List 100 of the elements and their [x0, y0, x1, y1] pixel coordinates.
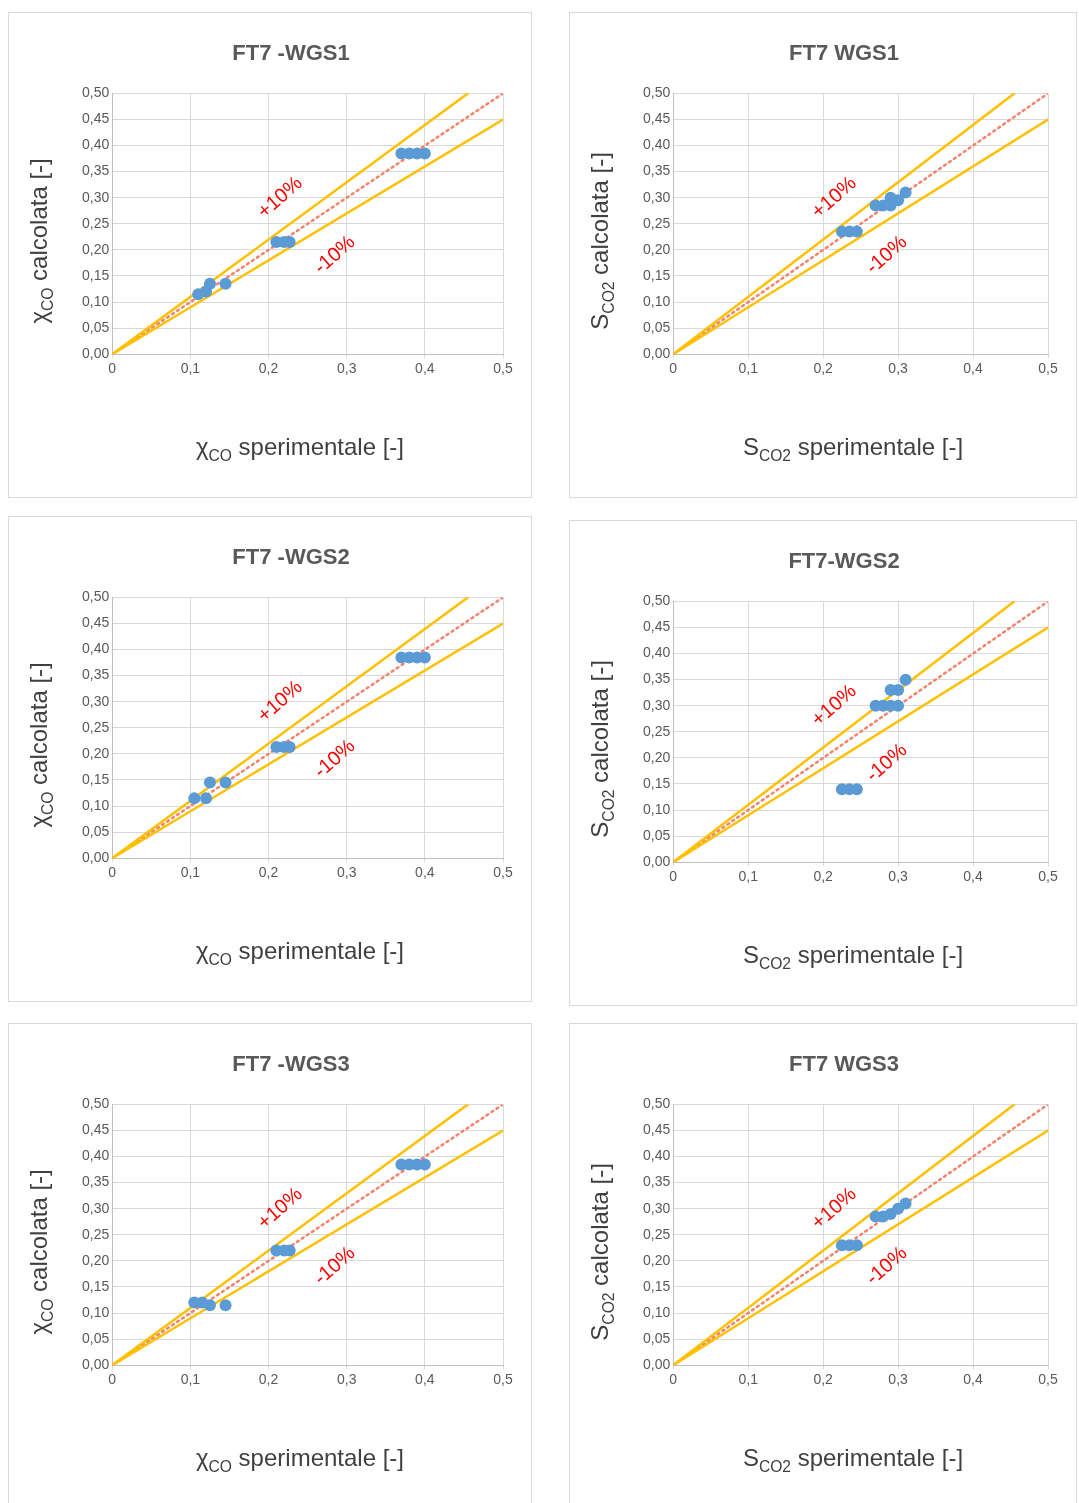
x-tick-label: 0,4	[415, 1371, 435, 1388]
y-tick-label: 0,50	[82, 1095, 110, 1112]
y-tick-label: 0,50	[643, 1095, 671, 1112]
y-tick-label: 0,10	[82, 1303, 110, 1320]
x-tick-label: 0,4	[963, 360, 983, 377]
y-tick-label: 0,20	[643, 1251, 671, 1268]
x-axis-title: S$_{CO2}$ sperimentale [-]	[741, 433, 965, 465]
x-tick-label: 0,5	[1038, 1371, 1058, 1388]
chart-title: FT7 WGS3	[788, 1051, 900, 1077]
y-tick-label: 0,50	[643, 84, 671, 101]
y-tick-label: 0,40	[82, 1147, 110, 1164]
y-tick-label: 0,50	[82, 84, 110, 101]
x-tick-label: 0,5	[493, 1371, 513, 1388]
y-tick-label: 0,50	[82, 588, 110, 605]
x-tick-label: 0,2	[813, 360, 834, 377]
y-tick-label: 0,25	[82, 1225, 110, 1242]
y-tick-label: 0,15	[82, 1277, 110, 1294]
y-tick-label: 0,35	[82, 1173, 110, 1190]
chart-title: FT7 -WGS3	[232, 1051, 350, 1077]
y-tick-label: 0,30	[82, 692, 110, 709]
y-tick-label: 0,00	[82, 345, 110, 362]
x-axis-title: S$_{CO2}$ sperimentale [-]	[741, 1444, 965, 1476]
x-tick-label: 0,3	[888, 1371, 909, 1388]
y-tick-label: 0,05	[82, 1329, 110, 1346]
x-tick-label: 0,5	[493, 360, 513, 377]
x-tick-label: 0	[108, 360, 117, 377]
x-tick-label: 0,1	[738, 868, 759, 885]
y-tick-label: 0,35	[643, 670, 671, 687]
y-tick-label: 0,00	[643, 1356, 671, 1373]
x-tick-label: 0	[108, 864, 117, 881]
y-tick-label: 0,15	[643, 266, 671, 283]
x-tick-label: 0,1	[738, 360, 759, 377]
x-tick-label: 0,2	[258, 360, 279, 377]
y-tick-label: 0,05	[643, 826, 671, 843]
y-tick-label: 0,35	[643, 162, 671, 179]
x-tick-label: 0,5	[1038, 868, 1058, 885]
x-tick-label: 0,3	[336, 1371, 357, 1388]
chart-title: FT7 WGS1	[788, 40, 900, 66]
y-tick-label: 0,45	[82, 110, 110, 127]
x-tick-label: 0,2	[258, 1371, 279, 1388]
y-tick-label: 0,20	[643, 240, 671, 257]
y-tick-label: 0,45	[643, 1121, 671, 1138]
y-tick-label: 0,50	[643, 592, 671, 609]
x-tick-label: 0,3	[336, 360, 357, 377]
y-tick-label: 0,10	[643, 800, 671, 817]
y-tick-label: 0,25	[82, 214, 110, 231]
x-tick-label: 0,1	[180, 360, 201, 377]
y-tick-label: 0,40	[643, 136, 671, 153]
chart-title: FT7-WGS2	[788, 548, 900, 574]
y-tick-label: 0,05	[82, 318, 110, 335]
y-tick-label: 0,30	[82, 188, 110, 205]
x-axis-title: S$_{CO2}$ sperimentale [-]	[741, 941, 965, 973]
y-tick-label: 0,30	[643, 188, 671, 205]
y-tick-label: 0,05	[82, 822, 110, 839]
y-tick-label: 0,00	[82, 849, 110, 866]
x-axis-title: χ$_{CO}$ sperimentale [-]	[194, 937, 406, 969]
x-tick-label: 0	[669, 868, 678, 885]
y-tick-label: 0,15	[643, 774, 671, 791]
y-tick-label: 0,25	[643, 214, 671, 231]
y-tick-label: 0,35	[82, 666, 110, 683]
y-tick-label: 0,30	[643, 696, 671, 713]
x-tick-label: 0	[108, 1371, 117, 1388]
x-tick-label: 0,3	[888, 360, 909, 377]
y-tick-label: 0,35	[82, 162, 110, 179]
chart-title: FT7 -WGS2	[232, 544, 350, 570]
x-tick-label: 0,1	[180, 1371, 201, 1388]
y-tick-label: 0,45	[82, 1121, 110, 1138]
y-tick-label: 0,05	[643, 318, 671, 335]
y-tick-label: 0,10	[82, 796, 110, 813]
x-tick-label: 0,1	[180, 864, 201, 881]
x-tick-label: 0,4	[415, 360, 435, 377]
y-tick-label: 0,45	[643, 110, 671, 127]
x-tick-label: 0,3	[336, 864, 357, 881]
x-axis-title: χ$_{CO}$ sperimentale [-]	[194, 433, 406, 465]
y-tick-label: 0,20	[82, 744, 110, 761]
y-tick-label: 0,10	[82, 292, 110, 309]
x-tick-label: 0	[669, 1371, 678, 1388]
y-tick-label: 0,25	[643, 722, 671, 739]
y-tick-label: 0,35	[643, 1173, 671, 1190]
x-tick-label: 0,4	[963, 1371, 983, 1388]
y-tick-label: 0,10	[643, 1303, 671, 1320]
y-tick-label: 0,20	[82, 240, 110, 257]
y-tick-label: 0,40	[82, 640, 110, 657]
y-tick-label: 0,30	[82, 1199, 110, 1216]
x-tick-label: 0,3	[888, 868, 909, 885]
y-tick-label: 0,40	[643, 644, 671, 661]
y-tick-label: 0,25	[643, 1225, 671, 1242]
y-tick-label: 0,10	[643, 292, 671, 309]
y-tick-label: 0,05	[643, 1329, 671, 1346]
y-tick-label: 0,00	[643, 345, 671, 362]
y-tick-label: 0,30	[643, 1199, 671, 1216]
x-tick-label: 0,1	[738, 1371, 759, 1388]
x-tick-label: 0,2	[813, 868, 834, 885]
y-tick-label: 0,15	[643, 1277, 671, 1294]
x-tick-label: 0	[669, 360, 678, 377]
y-tick-label: 0,45	[82, 614, 110, 631]
x-tick-label: 0,2	[258, 864, 279, 881]
y-tick-label: 0,15	[82, 770, 110, 787]
x-tick-label: 0,2	[813, 1371, 834, 1388]
x-axis-title: χ$_{CO}$ sperimentale [-]	[194, 1444, 406, 1476]
